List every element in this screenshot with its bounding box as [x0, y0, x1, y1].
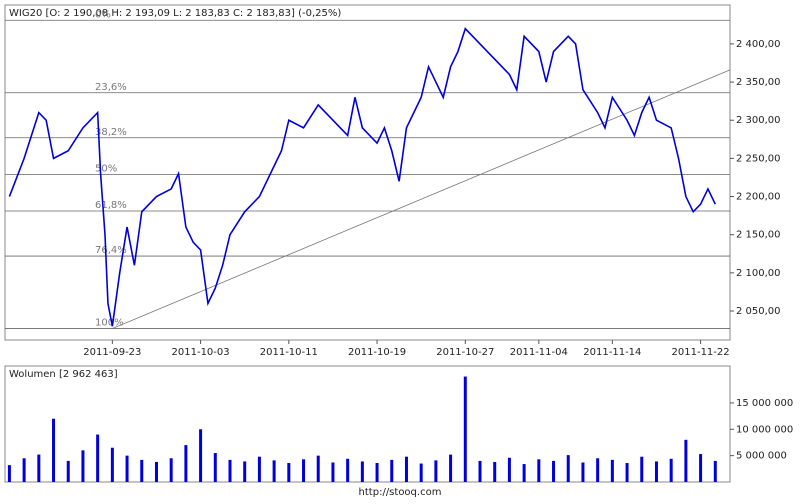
fib-label: 61,8% [95, 200, 127, 211]
volume-bar [610, 459, 614, 482]
volume-bar [169, 458, 173, 482]
volume-bar [213, 453, 217, 482]
volume-bar [463, 376, 467, 482]
volume-bar [287, 463, 291, 482]
volume-bar [257, 456, 261, 482]
x-tick-label: 2011-10-27 [436, 347, 494, 358]
volume-bar [581, 462, 585, 482]
volume-bar [493, 461, 497, 482]
y-tick-label: 2 400,00 [736, 39, 781, 50]
y-tick-label: 15 000 000 [736, 398, 793, 409]
y-tick-label: 2 050,00 [736, 306, 781, 317]
volume-bar [154, 461, 158, 482]
panel-title: Wolumen [2 962 463] [9, 369, 118, 380]
volume-bar [507, 457, 511, 482]
fib-label: 50% [95, 163, 117, 174]
volume-bar [566, 455, 570, 482]
panel-title: WIG20 [O: 2 190,08 H: 2 193,09 L: 2 183,… [9, 8, 341, 19]
fib-label: 23,6% [95, 82, 127, 93]
volume-bar [434, 460, 438, 482]
volume-bar [669, 458, 673, 482]
volume-bar [302, 459, 306, 482]
price-line [8, 27, 717, 327]
x-tick-label: 2011-10-19 [348, 347, 406, 358]
volume-bar [478, 460, 482, 482]
volume-bar [625, 463, 629, 482]
volume-bar [522, 464, 526, 482]
y-tick-label: 5 000 000 [736, 451, 787, 462]
volume-frame [4, 365, 731, 483]
price-frame [4, 4, 731, 341]
x-tick-label: 2011-11-14 [583, 347, 641, 358]
x-tick-label: 2011-11-04 [510, 347, 568, 358]
volume-bar [22, 458, 26, 482]
volume-bar [640, 456, 644, 482]
volume-bar [140, 459, 144, 482]
volume-bar [375, 463, 379, 482]
volume-bar [699, 454, 703, 482]
y-tick-label: 2 350,00 [736, 77, 781, 88]
volume-bar [316, 455, 320, 482]
volume-bar [684, 439, 688, 482]
fib-label: 100% [95, 318, 124, 329]
x-tick-label: 2011-10-03 [172, 347, 230, 358]
volume-bar [713, 460, 717, 482]
volume-bar [184, 445, 188, 482]
volume-bar [346, 458, 350, 482]
volume-bar [199, 429, 203, 482]
fib-label: 38,2% [95, 127, 127, 138]
volume-bar [654, 461, 658, 482]
volume-bar [272, 460, 276, 482]
volume-bar [537, 459, 541, 482]
volume-bar [552, 460, 556, 482]
y-tick-label: 10 000 000 [736, 424, 793, 435]
volume-bar [404, 456, 408, 482]
y-tick-label: 2 250,00 [736, 153, 781, 164]
x-tick-label: 2011-11-22 [672, 347, 730, 358]
volume-bar [52, 418, 56, 482]
volume-bar [7, 465, 11, 482]
volume-bar [596, 458, 600, 482]
x-tick-label: 2011-09-23 [83, 347, 141, 358]
volume-bar [360, 461, 364, 482]
volume-bar [125, 455, 129, 482]
fib-label: 76,4% [95, 245, 127, 256]
fib-label: 0% [95, 9, 111, 20]
volume-bar [96, 434, 100, 482]
volume-bar [66, 460, 70, 482]
footer: http://stooq.com [359, 487, 442, 498]
y-tick-label: 2 100,00 [736, 268, 781, 279]
trendline [112, 69, 731, 329]
volume-bar [331, 462, 335, 482]
volume-bar [390, 459, 394, 482]
y-tick-label: 2 150,00 [736, 230, 781, 241]
volume-bar [228, 459, 232, 482]
volume-bar [449, 454, 453, 482]
x-tick-label: 2011-10-11 [260, 347, 318, 358]
volume-bar [37, 454, 41, 482]
volume-bar [419, 463, 423, 482]
volume-bar [110, 447, 114, 482]
volume-bar [243, 461, 247, 482]
y-tick-label: 2 200,00 [736, 192, 781, 203]
volume-bar [81, 450, 85, 482]
y-tick-label: 2 300,00 [736, 115, 781, 126]
